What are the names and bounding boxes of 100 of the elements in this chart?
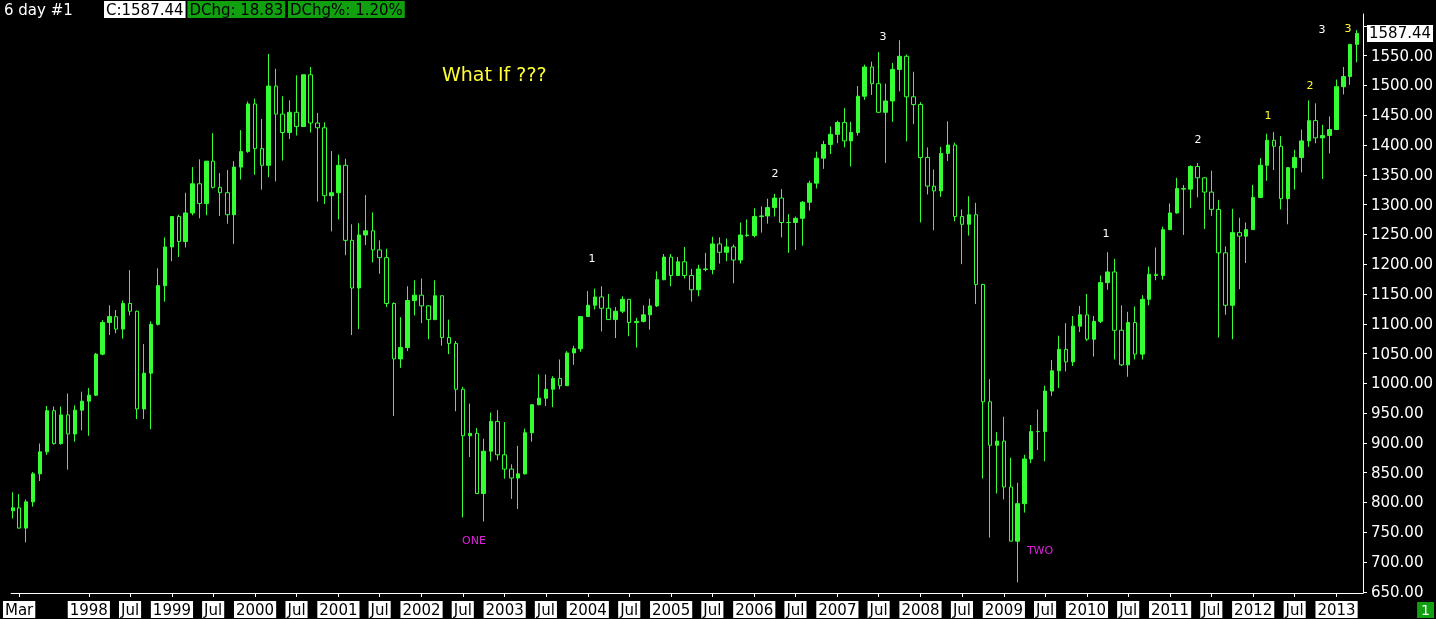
candlestick (363, 194, 368, 246)
candlestick (516, 445, 520, 510)
x-tick-label: Jul (1035, 600, 1055, 619)
candlestick (558, 358, 562, 390)
x-tick-label: 1998 (69, 600, 108, 619)
candlestick (1341, 66, 1346, 95)
candlestick (1071, 315, 1075, 367)
candlestick (828, 126, 833, 155)
candlestick (1098, 275, 1103, 324)
annotation: 1 (1264, 108, 1272, 122)
candlestick (1175, 177, 1179, 215)
candlestick (620, 295, 625, 314)
candlestick (315, 112, 320, 203)
y-tick-label: 900.00 (1370, 433, 1424, 452)
candlestick (1181, 184, 1186, 236)
candlestick (1265, 133, 1269, 182)
candlestick (163, 236, 167, 303)
candlestick (717, 236, 722, 265)
candlestick (627, 298, 631, 337)
candlestick (821, 140, 826, 170)
x-tick-label: Jul (1118, 600, 1138, 619)
candlestick (412, 279, 417, 316)
candlestick (343, 158, 348, 256)
candlestick (669, 253, 673, 287)
x-tick-label: 2001 (319, 600, 358, 619)
candlestick (897, 39, 902, 92)
candlestick (1292, 149, 1297, 191)
candlestick (1140, 294, 1145, 360)
x-tick-label: Jul (1284, 600, 1304, 619)
candlestick (842, 107, 847, 148)
candlestick (890, 62, 895, 123)
candlestick (565, 350, 569, 387)
candlestick (1119, 304, 1124, 367)
y-tick-label: 1200.00 (1370, 255, 1433, 274)
candlestick (925, 146, 930, 195)
candlestick (682, 246, 687, 279)
candlestick (329, 150, 334, 232)
x-tick-label: 2003 (485, 600, 524, 619)
annotation: ONE (462, 533, 486, 547)
candlestick (1272, 131, 1276, 171)
annotation: TWO (1025, 543, 1054, 557)
candlestick (280, 95, 285, 162)
y-tick-label: 1450.00 (1370, 106, 1433, 125)
x-tick-label: Jul (369, 600, 389, 619)
x-tick-label: 2002 (402, 600, 441, 619)
text: 1 (1421, 602, 1431, 618)
annotation: 2 (771, 166, 779, 180)
candlestick (1237, 217, 1242, 290)
candlestick (218, 172, 222, 217)
candlestick (308, 66, 313, 134)
candlestick (322, 121, 327, 205)
candlestick (197, 158, 202, 219)
candlestick (689, 268, 694, 303)
candlestick (1299, 129, 1304, 173)
candlestick (946, 120, 950, 162)
candlestick (502, 421, 507, 480)
candlestick (613, 306, 618, 339)
candlestick (939, 146, 943, 198)
x-tick-label: 2000 (235, 600, 275, 619)
candlestick (107, 304, 112, 336)
candlestick (537, 373, 541, 406)
annotation: C:1587.44 (106, 0, 184, 19)
annotation: 2 (1194, 132, 1202, 146)
candlestick (1168, 202, 1172, 231)
candlestick (641, 304, 646, 324)
candlestick (1112, 258, 1117, 360)
candlestick (114, 309, 118, 334)
candlestick (45, 405, 49, 456)
annotation: DChg%: 1.20% (290, 0, 403, 19)
candlestick (80, 391, 84, 431)
candlestick (1050, 359, 1054, 397)
annotation: 3 (1344, 21, 1352, 35)
candlestick (1002, 416, 1006, 500)
x-tick-label: 2009 (984, 600, 1023, 619)
annotation: DChg: 18.83 (189, 0, 284, 19)
candlestick (960, 208, 964, 265)
candlestick (911, 71, 916, 125)
x-tick-label: Jul (702, 600, 722, 619)
y-tick-label: 1050.00 (1370, 344, 1433, 363)
x-tick-label: 2010 (1067, 600, 1107, 619)
candlestick (731, 244, 736, 284)
candlestick (94, 352, 98, 397)
candlestick (87, 387, 91, 437)
candlestick (38, 442, 42, 482)
candlestick (11, 491, 15, 520)
candlestick (904, 54, 909, 142)
candlestick (1244, 221, 1248, 264)
candlestick (1085, 293, 1089, 342)
candlestick (266, 53, 271, 178)
candlestick (509, 463, 514, 500)
y-tick-label: 1400.00 (1370, 136, 1433, 155)
candlestick (377, 239, 382, 275)
candlestick (454, 340, 458, 412)
candlestick (786, 213, 791, 254)
candlestick (1348, 43, 1352, 86)
candlestick (1230, 208, 1235, 340)
candlestick (655, 270, 659, 308)
candlestick (392, 301, 396, 417)
annotation: 2 (1306, 78, 1314, 92)
candlestick (578, 316, 583, 353)
